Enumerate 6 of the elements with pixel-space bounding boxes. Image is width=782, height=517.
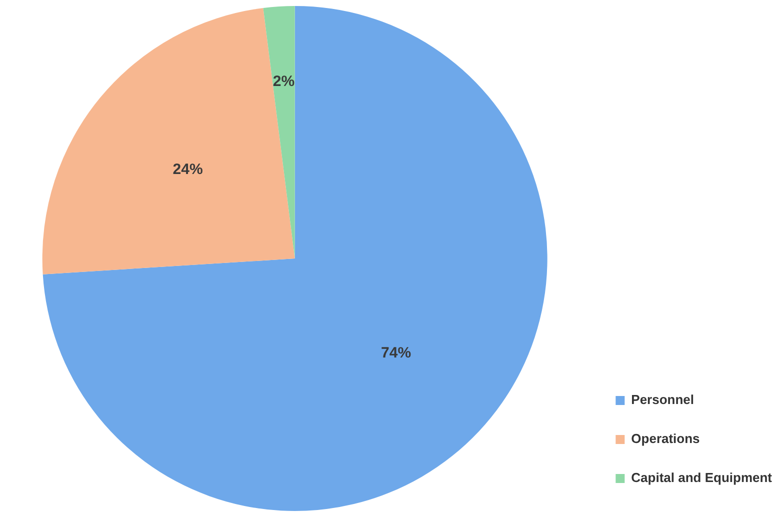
- data-label: 74%: [381, 344, 412, 362]
- legend-label: Personnel: [631, 392, 694, 408]
- data-label: 24%: [172, 161, 203, 178]
- data-label: 2%: [272, 73, 295, 90]
- legend-label: Capital and Equipment: [631, 470, 773, 486]
- legend-label: Operations: [631, 431, 700, 446]
